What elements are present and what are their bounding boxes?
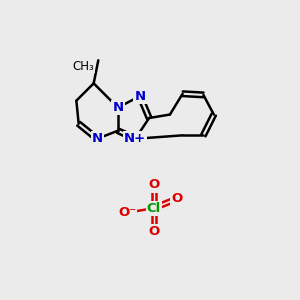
Text: O: O xyxy=(148,178,159,191)
Text: Cl: Cl xyxy=(147,202,161,214)
Text: N+: N+ xyxy=(124,132,146,145)
Text: N: N xyxy=(92,132,103,145)
Text: N: N xyxy=(112,101,124,114)
Text: O⁻: O⁻ xyxy=(118,206,136,219)
Text: O: O xyxy=(171,192,182,206)
Text: O: O xyxy=(148,225,159,238)
Text: CH₃: CH₃ xyxy=(72,59,94,73)
Text: N: N xyxy=(134,90,146,103)
